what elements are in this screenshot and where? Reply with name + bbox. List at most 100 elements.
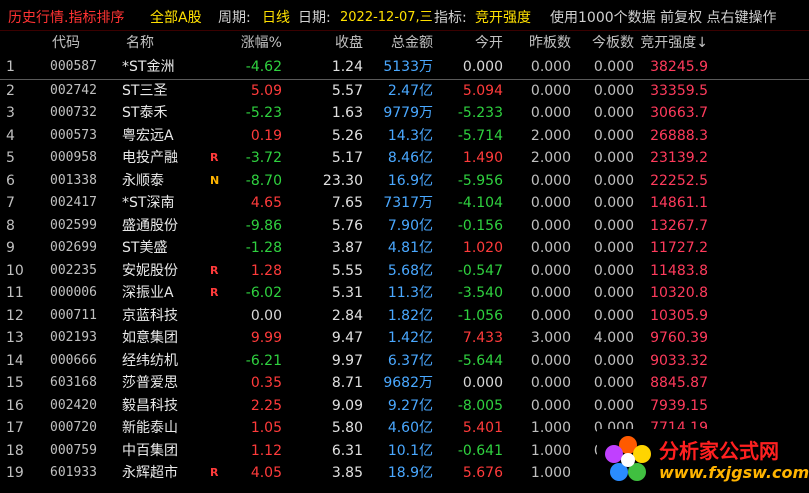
indicator-selector[interactable]: 竞开强度 <box>475 10 531 26</box>
stock-name: 经纬纺机 <box>122 352 178 369</box>
col-open[interactable]: 今开 <box>475 35 503 51</box>
total-amount: 9779万 <box>383 105 433 121</box>
total-amount: 16.9亿 <box>387 172 433 189</box>
total-amount: 1.42亿 <box>387 330 433 346</box>
row-index: 12 <box>6 307 24 324</box>
stock-name: 电投产融 <box>122 150 178 166</box>
table-row[interactable]: 9 002699 ST美盛 -1.28 3.87 4.81亿 1.020 0.000 0.000… <box>0 237 809 260</box>
prev-boards: 2.000 <box>530 150 571 166</box>
today-boards: 0.000 <box>593 240 634 256</box>
date-selector[interactable]: 2022-12-07,三 <box>340 10 433 25</box>
stock-code: 000006 <box>50 285 97 300</box>
total-amount: 5133万 <box>383 59 433 75</box>
table-row[interactable]: 16 002420 毅昌科技 2.25 9.09 9.27亿 -8.005 0.000 0.00… <box>0 395 809 418</box>
change-percent: -8.70 <box>245 172 282 189</box>
stock-name: *ST深南 <box>122 195 175 211</box>
col-amount[interactable]: 总金额 <box>391 35 433 51</box>
total-amount: 8.46亿 <box>387 150 433 166</box>
stock-flag: R <box>210 151 219 164</box>
table-row[interactable]: 2 002742 ST三圣 5.09 5.57 2.47亿 5.094 0.000 0.000 3… <box>0 80 809 103</box>
table-row[interactable]: 1 000587 *ST金洲 -4.62 1.24 5133万 0.000 0.000 0.00… <box>0 56 809 80</box>
open-strength: 33359.5 <box>650 82 708 99</box>
change-percent: 0.35 <box>250 375 282 391</box>
stock-flag: R <box>210 286 219 299</box>
prev-boards: 1.000 <box>530 420 571 436</box>
table-row[interactable]: 14 000666 经纬纺机 -6.21 9.97 6.37亿 -5.644 0.000 0.0… <box>0 350 809 373</box>
table-row[interactable]: 6 001338 永顺泰 N -8.70 23.30 16.9亿 -5.956 0.000 0.0… <box>0 170 809 193</box>
market-selector[interactable]: 全部A股 <box>150 10 202 26</box>
col-prev-boards[interactable]: 昨板数 <box>529 35 571 51</box>
table-row[interactable]: 4 000573 粤宏远A 0.19 5.26 14.3亿 -5.714 2.000 0.000… <box>0 125 809 148</box>
table-row[interactable]: 15 603168 莎普爱思 0.35 8.71 9682万 0.000 0.000 0.000… <box>0 372 809 395</box>
open-strength: 9033.32 <box>650 352 708 369</box>
open-strength: 23139.2 <box>650 150 708 166</box>
change-percent: -9.86 <box>245 217 282 234</box>
open-change: 5.094 <box>462 82 503 99</box>
row-index: 13 <box>6 330 24 346</box>
stock-name: 安妮股份 <box>122 262 178 279</box>
table-row[interactable]: 12 000711 京蓝科技 0.00 2.84 1.82亿 -1.056 0.000 0.00… <box>0 305 809 328</box>
close-price: 5.55 <box>331 262 363 279</box>
table-row[interactable]: 7 002417 *ST深南 4.65 7.65 7317万 -4.104 0.000 0.00… <box>0 192 809 215</box>
stock-name: ST美盛 <box>122 240 168 256</box>
stock-name: ST三圣 <box>122 82 168 99</box>
change-percent: -3.72 <box>245 150 282 166</box>
col-name[interactable]: 名称 <box>126 35 154 51</box>
stock-code: 601933 <box>50 465 97 480</box>
period-selector[interactable]: 日线 <box>262 10 290 26</box>
col-today-boards[interactable]: 今板数 <box>592 35 634 51</box>
stock-name: 京蓝科技 <box>122 307 178 324</box>
row-index: 18 <box>6 442 24 459</box>
close-price: 9.97 <box>331 352 363 369</box>
prev-boards: 0.000 <box>530 82 571 99</box>
today-boards: 0.000 <box>593 195 634 211</box>
stock-code: 001338 <box>50 172 97 188</box>
row-index: 10 <box>6 262 24 279</box>
mode-label[interactable]: 历史行情.指标排序 <box>8 10 125 26</box>
total-amount: 1.82亿 <box>387 307 433 324</box>
stock-flag: N <box>210 173 220 187</box>
stock-code: 603168 <box>50 375 97 390</box>
stock-name: 深振业A <box>122 285 174 301</box>
open-change: -3.540 <box>457 285 503 301</box>
col-close[interactable]: 收盘 <box>335 35 363 51</box>
table-row[interactable]: 5 000958 电投产融 R -3.72 5.17 8.46亿 1.490 2.000 0.00… <box>0 147 809 170</box>
table-row[interactable]: 13 002193 如意集团 9.99 9.47 1.42亿 7.433 3.000 4.000… <box>0 327 809 350</box>
open-change: 5.401 <box>462 420 503 436</box>
stock-code: 002193 <box>50 330 97 345</box>
total-amount: 10.1亿 <box>387 442 433 459</box>
prev-boards: 0.000 <box>530 352 571 369</box>
change-percent: 1.12 <box>250 442 282 459</box>
open-strength: 10320.8 <box>650 285 708 301</box>
stock-code: 000720 <box>50 420 97 435</box>
table-row[interactable]: 8 002599 盛通股份 -9.86 5.76 7.90亿 -0.156 0.000 0.00… <box>0 215 809 238</box>
prev-boards: 0.000 <box>530 397 571 414</box>
stock-code: 002235 <box>50 262 97 278</box>
table-row[interactable]: 10 002235 安妮股份 R 1.28 5.55 5.68亿 -0.547 0.000 0.0… <box>0 260 809 283</box>
open-change: -0.641 <box>457 442 503 459</box>
open-strength: 22252.5 <box>650 172 708 189</box>
row-index: 16 <box>6 397 24 414</box>
table-row[interactable]: 11 000006 深振业A R -6.02 5.31 11.3亿 -3.540 0.000 0.… <box>0 282 809 305</box>
change-percent: 5.09 <box>250 82 282 99</box>
col-strength[interactable]: 竞开强度↓ <box>640 35 708 51</box>
change-percent: 0.00 <box>250 307 282 324</box>
stock-code: 002742 <box>50 82 97 98</box>
stock-table: 1 000587 *ST金洲 -4.62 1.24 5133万 0.000 0.000 0.00… <box>0 56 809 485</box>
table-row[interactable]: 19 601933 永辉超市 R 4.05 3.85 18.9亿 5.676 1.000 <box>0 462 809 485</box>
col-change[interactable]: 涨幅% <box>240 35 282 51</box>
open-change: -5.233 <box>457 105 503 121</box>
table-row[interactable]: 3 000732 ST泰禾 -5.23 1.63 9779万 -5.233 0.000 0.00… <box>0 102 809 125</box>
open-change: 1.490 <box>462 150 503 166</box>
today-boards: 0.000 <box>593 262 634 279</box>
today-boards: 0.000 <box>593 217 634 234</box>
open-strength: 7939.15 <box>650 397 708 414</box>
close-price: 5.57 <box>331 82 363 99</box>
stock-code: 002420 <box>50 397 97 413</box>
open-change: -5.644 <box>457 352 503 369</box>
col-code[interactable]: 代码 <box>52 35 80 51</box>
stock-code: 000759 <box>50 442 97 458</box>
change-percent: 2.25 <box>250 397 282 414</box>
today-boards: 0.000 <box>593 82 634 99</box>
close-price: 23.30 <box>322 172 363 189</box>
